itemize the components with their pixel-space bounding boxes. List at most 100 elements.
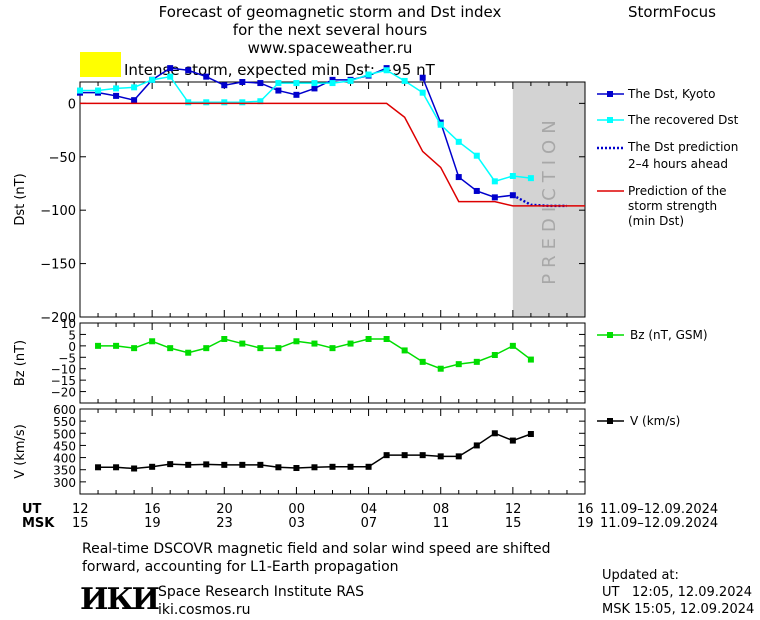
data-point bbox=[131, 465, 138, 472]
y-tick-label: 5 bbox=[68, 328, 76, 342]
data-point bbox=[257, 461, 264, 468]
legend-dst-recovered-marker bbox=[607, 117, 613, 123]
data-point bbox=[113, 464, 120, 471]
y-tick-label: 300 bbox=[53, 476, 76, 490]
data-point bbox=[203, 345, 210, 352]
legend-storm-3: (min Dst) bbox=[628, 214, 684, 228]
data-point bbox=[221, 82, 228, 89]
chart-subtitle: for the next several hours bbox=[232, 21, 428, 39]
data-point bbox=[167, 73, 174, 80]
ut-tick-label: 12 bbox=[504, 502, 522, 517]
data-point bbox=[491, 178, 498, 185]
data-point bbox=[527, 431, 534, 438]
data-point bbox=[311, 80, 318, 87]
dst-panel-frame bbox=[79, 81, 586, 318]
data-point bbox=[365, 71, 372, 78]
website-link[interactable]: www.spaceweather.ru bbox=[247, 39, 413, 57]
ut-tick-label: 16 bbox=[577, 502, 594, 517]
data-point bbox=[383, 67, 390, 74]
data-point bbox=[149, 463, 156, 470]
data-point bbox=[347, 77, 354, 84]
y-tick-label: −10 bbox=[51, 363, 76, 377]
data-point bbox=[221, 99, 228, 106]
legend-storm-1: Prediction of the bbox=[628, 184, 727, 198]
series-line bbox=[80, 67, 387, 101]
prediction-label: PREDICTION bbox=[539, 114, 560, 284]
data-point bbox=[203, 461, 210, 468]
y-tick-label: −5 bbox=[58, 351, 76, 365]
y-tick-label: 0 bbox=[68, 97, 76, 112]
series-line bbox=[80, 69, 531, 183]
data-point bbox=[257, 98, 264, 105]
data-point bbox=[239, 340, 246, 347]
data-point bbox=[437, 453, 444, 460]
v-panel-frame bbox=[79, 408, 586, 495]
alert-color-swatch bbox=[80, 52, 121, 77]
data-point bbox=[293, 338, 300, 345]
data-point bbox=[293, 465, 300, 472]
data-point bbox=[275, 345, 282, 352]
y-tick-label: −200 bbox=[40, 311, 76, 326]
ut-tick-label: 00 bbox=[288, 502, 305, 517]
updated-ut: UT 12:05, 12.09.2024 bbox=[602, 585, 753, 600]
data-point bbox=[293, 91, 300, 98]
chart-title: Forecast of geomagnetic storm and Dst in… bbox=[158, 3, 502, 21]
series-line bbox=[98, 432, 532, 470]
bz-panel-frame bbox=[79, 322, 586, 404]
data-point bbox=[455, 453, 462, 460]
data-point bbox=[455, 138, 462, 145]
y-tick-label: 600 bbox=[53, 403, 76, 417]
data-point bbox=[95, 87, 102, 94]
data-point bbox=[329, 80, 336, 87]
data-point bbox=[167, 461, 174, 468]
data-point bbox=[473, 187, 480, 194]
data-point bbox=[149, 76, 156, 83]
data-point bbox=[419, 452, 426, 459]
msk-tick-label: 11 bbox=[432, 516, 450, 531]
series-line bbox=[80, 102, 585, 207]
iki-logo: ИКИ bbox=[80, 582, 160, 617]
institute-website[interactable]: iki.cosmos.ru bbox=[158, 602, 251, 618]
y-tick-label: −15 bbox=[51, 374, 76, 388]
data-point bbox=[131, 97, 138, 104]
data-point bbox=[473, 152, 480, 159]
y-tick-label: 450 bbox=[53, 439, 76, 453]
y-tick-label: 10 bbox=[61, 317, 76, 331]
data-point bbox=[347, 340, 354, 347]
data-point bbox=[491, 194, 498, 201]
brand-name: StormFocus bbox=[628, 3, 716, 21]
data-point bbox=[509, 437, 516, 444]
ut-tick-label: 16 bbox=[144, 502, 161, 517]
data-point bbox=[527, 356, 534, 363]
y-tick-label: −100 bbox=[40, 204, 76, 219]
y-tick-label: 350 bbox=[53, 464, 76, 478]
data-point bbox=[185, 67, 192, 74]
data-point bbox=[491, 352, 498, 358]
y-tick-label: 400 bbox=[53, 452, 76, 466]
data-point bbox=[239, 461, 246, 468]
data-point bbox=[437, 365, 444, 372]
legend-v: V (km/s) bbox=[630, 414, 680, 428]
updated-msk: MSK 15:05, 12.09.2024 bbox=[602, 602, 755, 617]
data-point bbox=[329, 76, 336, 83]
msk-tick-label: 07 bbox=[360, 516, 378, 531]
data-point bbox=[221, 336, 228, 342]
data-point bbox=[455, 174, 462, 181]
data-point bbox=[275, 80, 282, 87]
ut-tick-label: 12 bbox=[72, 502, 89, 517]
msk-date-range: 11.09–12.09.2024 bbox=[600, 516, 719, 531]
data-point bbox=[311, 340, 318, 347]
data-point bbox=[329, 463, 336, 470]
data-point bbox=[275, 464, 282, 471]
data-point bbox=[293, 80, 300, 87]
data-point bbox=[203, 99, 210, 106]
y-tick-label: −150 bbox=[40, 258, 76, 273]
ut-date-range: 11.09–12.09.2024 bbox=[600, 502, 719, 517]
data-point bbox=[221, 461, 228, 468]
data-point bbox=[113, 342, 120, 349]
data-point bbox=[95, 464, 102, 471]
data-point bbox=[275, 87, 282, 94]
data-point bbox=[131, 84, 138, 91]
msk-axis-label: MSK bbox=[22, 516, 55, 531]
data-point bbox=[311, 85, 318, 92]
